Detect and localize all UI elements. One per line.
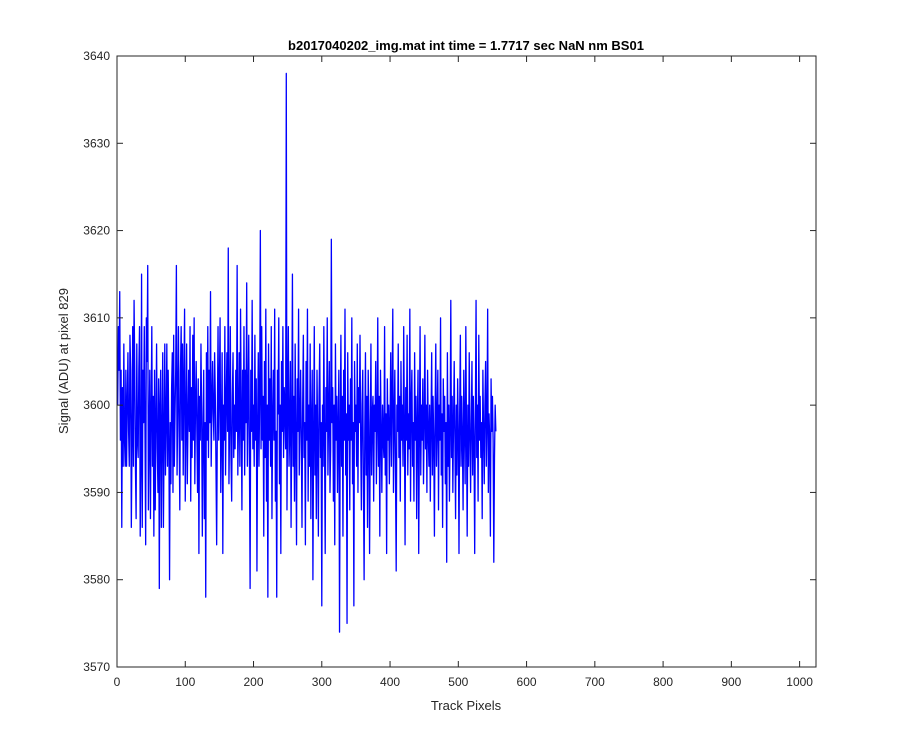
x-tick-label: 0 — [114, 675, 121, 689]
x-tick-label: 500 — [448, 675, 468, 689]
x-tick-label: 800 — [653, 675, 673, 689]
y-tick-label: 3590 — [83, 485, 110, 499]
x-tick-label: 200 — [244, 675, 264, 689]
series-layer — [117, 72, 497, 633]
y-tick-label: 3610 — [83, 311, 110, 325]
y-tick-label: 3640 — [83, 49, 110, 63]
y-tick-label: 3630 — [83, 136, 110, 150]
x-tick-label: 600 — [517, 675, 537, 689]
x-tick-label: 300 — [312, 675, 332, 689]
axes-box — [116, 55, 817, 668]
x-axis-label: Track Pixels — [431, 698, 502, 713]
x-tick-label: 400 — [380, 675, 400, 689]
x-tick-label: 700 — [585, 675, 605, 689]
y-tick-label: 3600 — [83, 398, 110, 412]
ticks-layer: 0 100 200 300 400 500 600 700 800 900 1000 3570 3580… — [83, 49, 816, 689]
y-axis-label: Signal (ADU) at pixel 829 — [56, 288, 71, 434]
series-line-1 — [117, 72, 497, 633]
y-tick-label: 3620 — [83, 224, 110, 238]
x-tick-label: 900 — [721, 675, 741, 689]
x-tick-label: 1000 — [786, 675, 813, 689]
y-tick-label: 3570 — [83, 660, 110, 674]
x-tick-label: 100 — [175, 675, 195, 689]
chart-title: b2017040202_img.mat int time = 1.7717 se… — [288, 38, 644, 53]
y-tick-label: 3580 — [83, 573, 110, 587]
